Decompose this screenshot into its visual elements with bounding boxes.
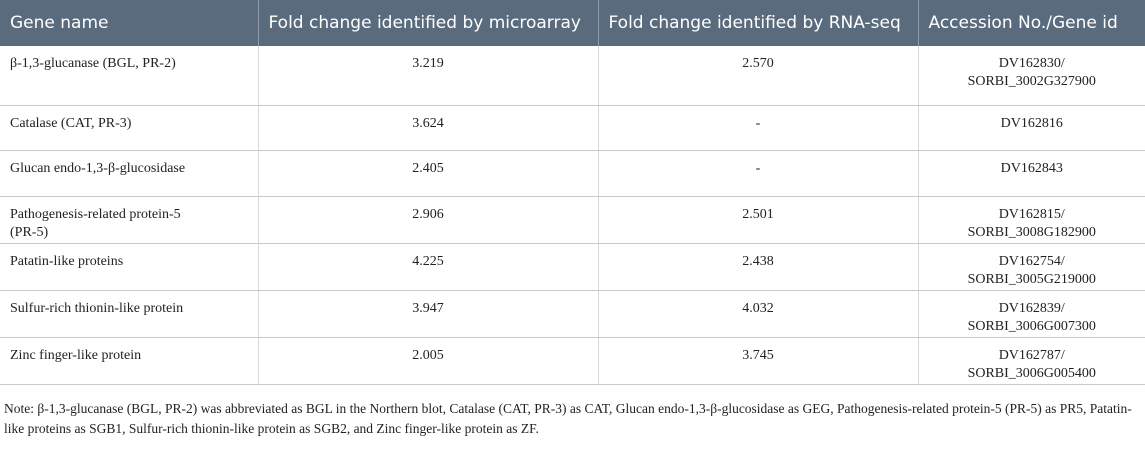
table-cell: β-1,3-glucanase (BGL, PR-2) [0, 46, 259, 106]
header-cell: Fold change identified by RNA-seq [598, 0, 919, 46]
header-cell: Gene name [0, 0, 259, 46]
table-row: Catalase (CAT, PR-3) 3.624- DV162816 [0, 105, 1145, 151]
table-cell: Sulfur-rich thionin-like protein [0, 290, 259, 338]
table-cell: Glucan endo-1,3-β-glucosidase [0, 150, 259, 197]
table-cell: - [598, 105, 919, 151]
table-cell: 3.219 [258, 46, 599, 106]
table-cell: Zinc finger-like protein [0, 337, 259, 385]
table-cell: Catalase (CAT, PR-3) [0, 105, 259, 151]
data-table: Gene name Fold change identified by micro… [0, 0, 1145, 385]
table-row: Glucan endo-1,3-β-glucosidase 2.405- DV162… [0, 150, 1145, 197]
table-row: Zinc finger-like protein 2.005 3.745 DV1627… [0, 337, 1145, 385]
table-cell: 4.032 [598, 290, 919, 338]
table-cell: 2.005 [258, 337, 599, 385]
table-body: β-1,3-glucanase (BGL, PR-2) 3.219 2.570 DV1… [0, 46, 1145, 385]
table-cell: DV162830/ SORBI_3002G327900 [918, 46, 1145, 106]
table-cell: 3.624 [258, 105, 599, 151]
table-cell: 3.947 [258, 290, 599, 338]
table-cell: Patatin-like proteins [0, 243, 259, 291]
table-cell: Pathogenesis-related protein-5 (PR-5) [0, 196, 259, 244]
table-row: Patatin-like proteins 4.225 2.438 DV162754/… [0, 243, 1145, 291]
table-cell: 4.225 [258, 243, 599, 291]
table-cell: DV162839/ SORBI_3006G007300 [918, 290, 1145, 338]
table-cell: 2.570 [598, 46, 919, 106]
table-cell: DV162754/ SORBI_3005G219000 [918, 243, 1145, 291]
table-row: β-1,3-glucanase (BGL, PR-2) 3.219 2.570 DV1… [0, 46, 1145, 106]
header-cell: Fold change identified by microarray [258, 0, 599, 46]
table-cell: 3.745 [598, 337, 919, 385]
table-row: Sulfur-rich thionin-like protein 3.947 4.0… [0, 290, 1145, 338]
table-row: Pathogenesis-related protein-5 (PR-5) 2.9… [0, 196, 1145, 244]
table-cell: 2.501 [598, 196, 919, 244]
table-cell: 2.438 [598, 243, 919, 291]
table-cell: DV162816 [918, 105, 1145, 151]
table-cell: DV162843 [918, 150, 1145, 197]
table-cell: 2.405 [258, 150, 599, 197]
header-row: Gene name Fold change identified by micro… [0, 0, 1145, 46]
table-cell: - [598, 150, 919, 197]
table-cell: DV162787/ SORBI_3006G005400 [918, 337, 1145, 385]
table-cell: 2.906 [258, 196, 599, 244]
table-cell: DV162815/ SORBI_3008G182900 [918, 196, 1145, 244]
table-note: Note: β-1,3-glucanase (BGL, PR-2) was ab… [4, 400, 1132, 436]
header-cell: Accession No./Gene id [918, 0, 1145, 46]
